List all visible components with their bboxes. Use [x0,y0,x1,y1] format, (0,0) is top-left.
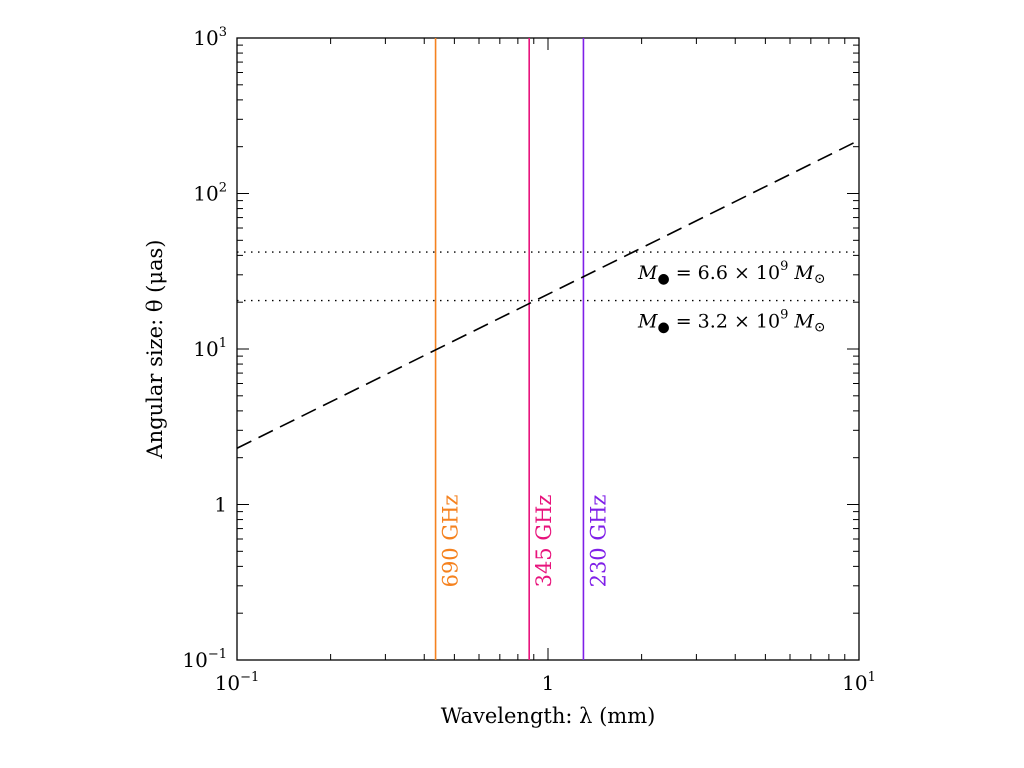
y-axis-title: Angular size: θ (μas) [143,240,167,460]
y-tick-label: 101 [193,336,227,361]
y-tick-label: 103 [193,25,227,50]
y-tick-label: 1 [214,493,227,517]
y-tick-label: 10−1 [182,647,227,672]
x-tick-label: 101 [842,670,876,695]
frequency-label: 345 GHz [532,495,556,588]
plot-area: 10−1 1 101 10−1 1 101 102 103 690 GHz 345 GHz 230 … [182,25,875,695]
x-tick-label: 10−1 [215,670,260,695]
frequency-label: 230 GHz [586,495,610,588]
mass-label: M● = 6.6 × 109 M⊙ [637,259,826,287]
y-tick-label: 102 [193,181,227,206]
x-axis-title: Wavelength: λ (mm) [441,704,656,728]
x-tick-label: 1 [542,671,555,695]
data-line-dashed [236,139,860,449]
mass-label: M● = 3.2 × 109 M⊙ [637,308,826,336]
frequency-label: 690 GHz [439,495,463,588]
